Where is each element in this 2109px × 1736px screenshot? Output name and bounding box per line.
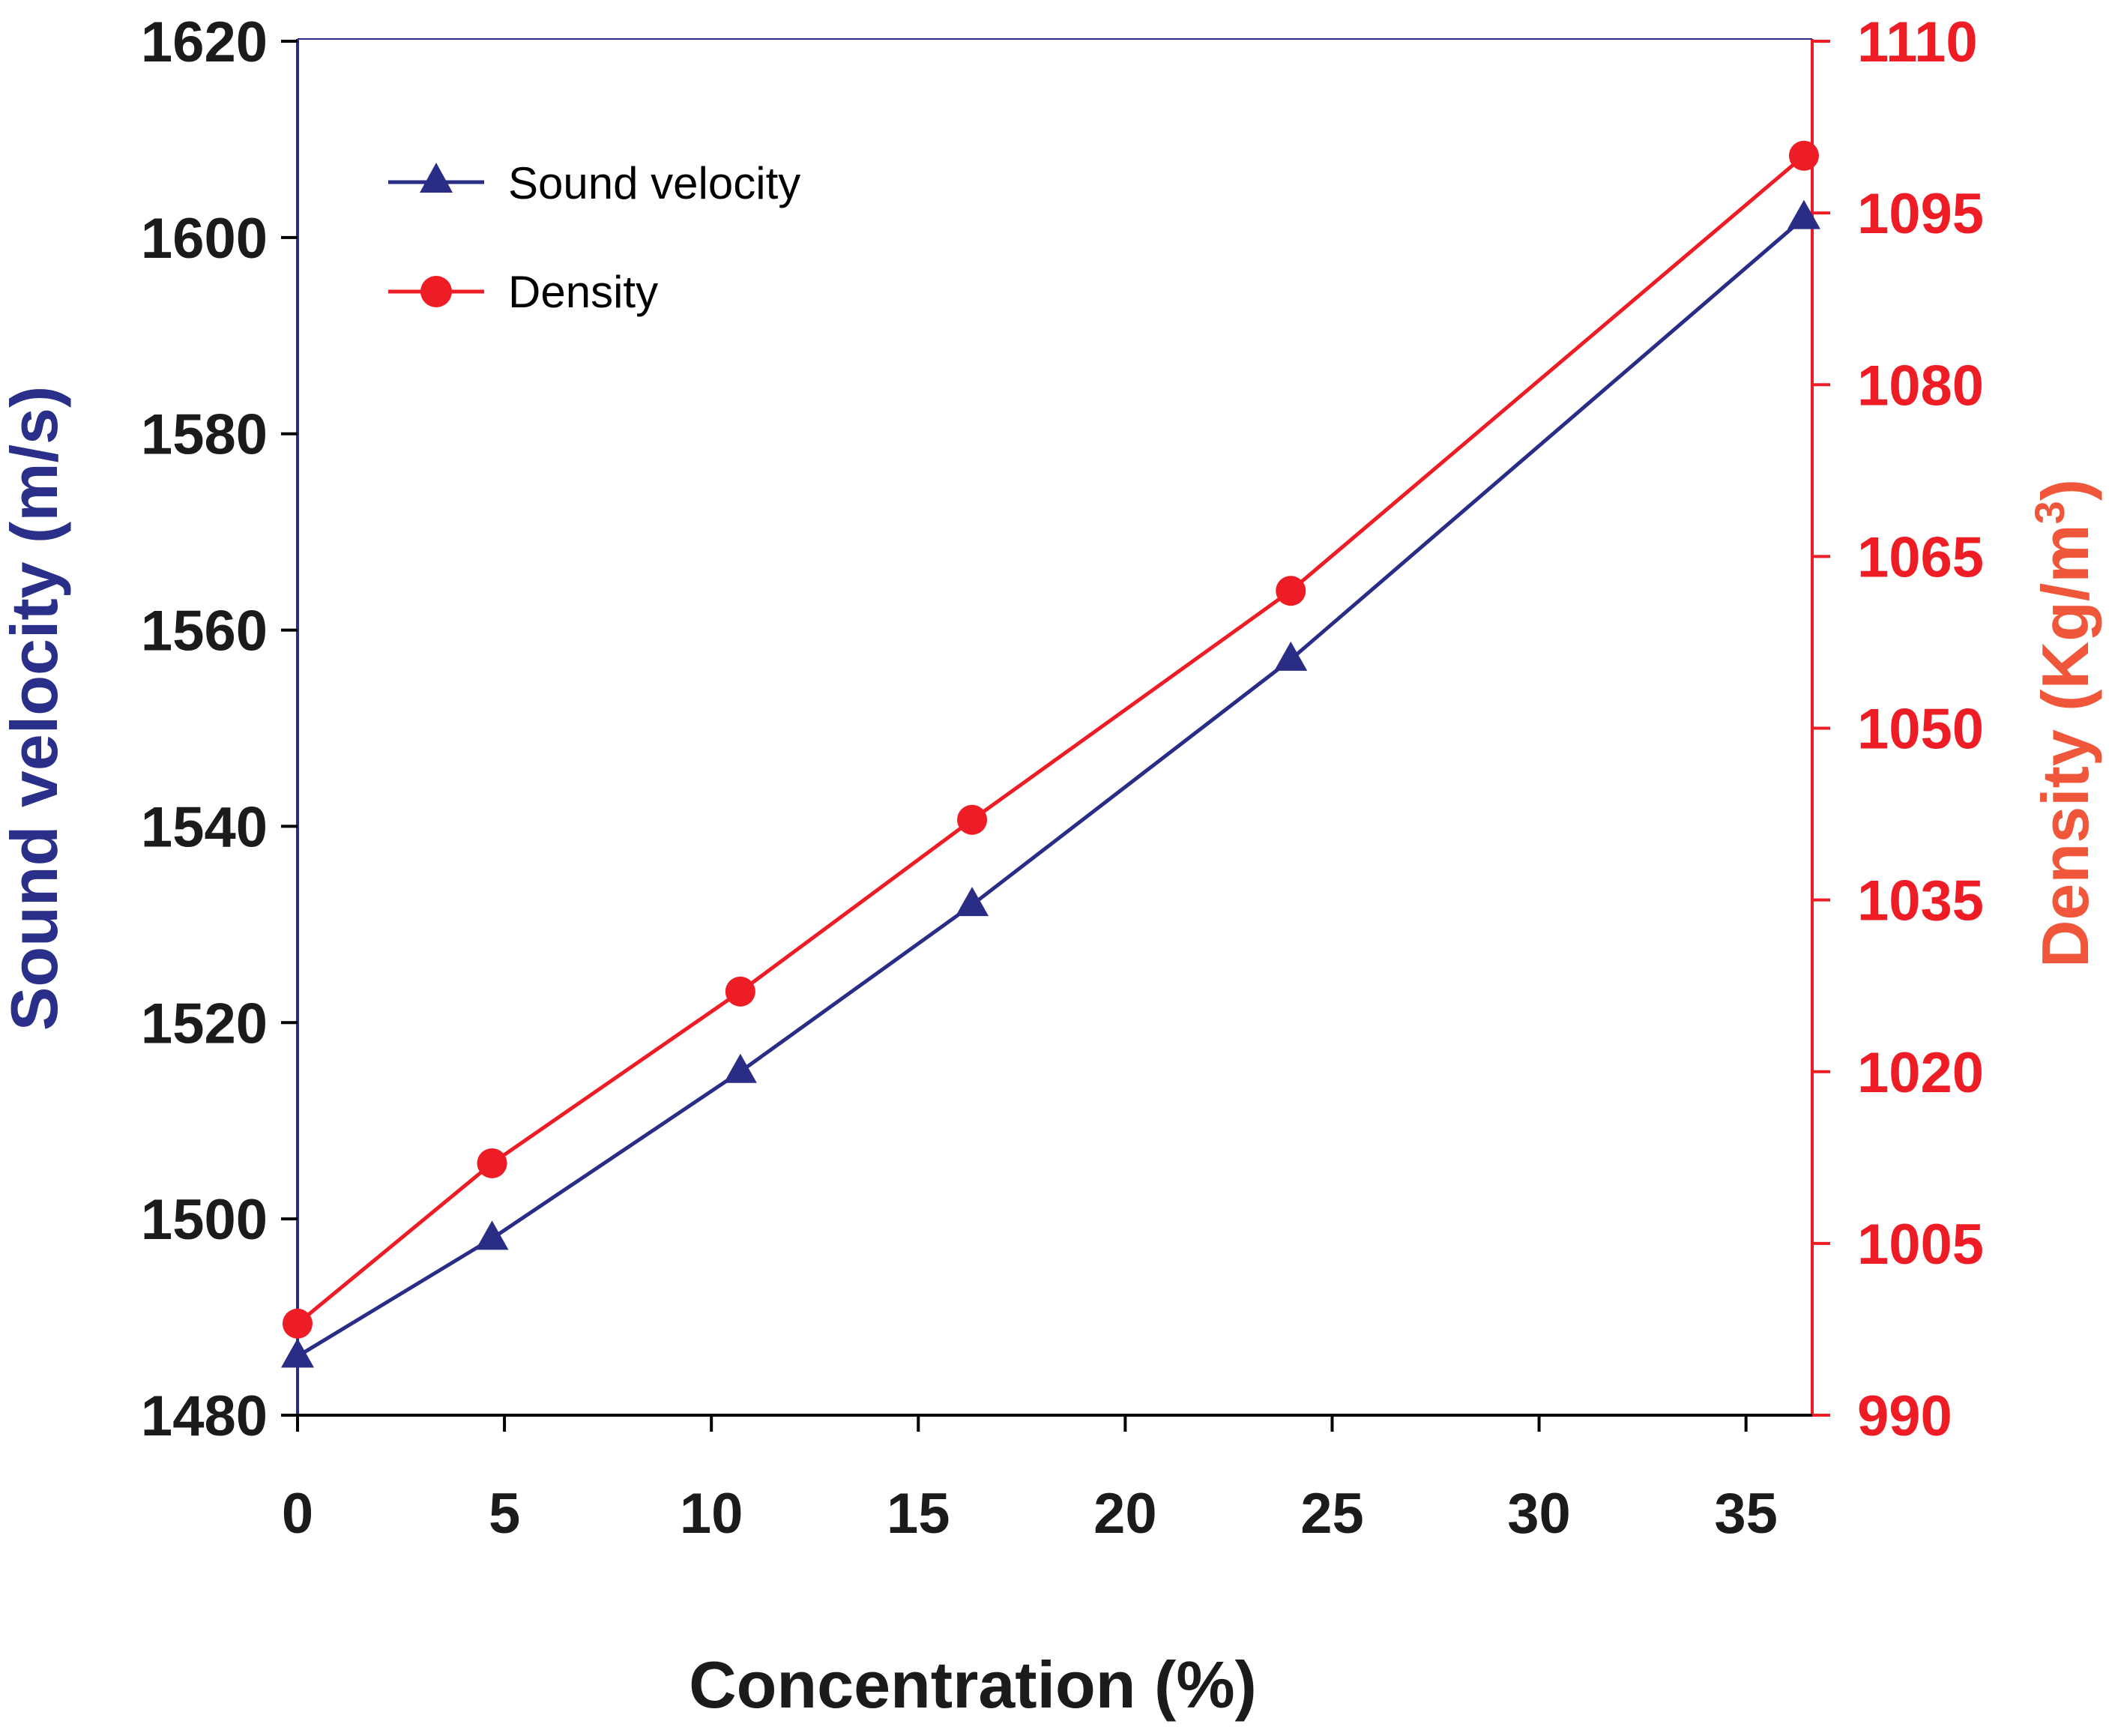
series-sound-velocity [281,199,1820,1368]
x-tick-label: 25 [1300,1482,1364,1546]
density-point [1276,576,1306,606]
left-tick-label: 1580 [141,403,268,467]
density-point [477,1148,507,1178]
right-axis-title: Density (Kg/m3) [2026,479,2102,968]
right-tick-label: 1005 [1857,1213,1984,1277]
x-tick-label: 20 [1093,1482,1157,1546]
right-axis-title-main: Density (Kg/m [2028,524,2102,968]
velocity-point [475,1220,509,1250]
left-tick-label: 1520 [141,992,268,1055]
right-tick-label: 1080 [1857,354,1984,418]
left-axis-title: Sound velocity (m/s) [0,386,71,1031]
axis-titles: Concentration (%) Sound velocity (m/s) D… [0,386,2102,1722]
velocity-point [1787,199,1820,229]
right-tick-label: 1095 [1857,182,1984,246]
left-tick-label: 1560 [141,600,268,663]
axes: 1480150015201540156015801600162099010051… [141,10,1984,1546]
series-density [283,140,1819,1339]
density-point [725,976,755,1007]
right-tick-label: 1065 [1857,525,1984,589]
density-point [957,804,988,835]
right-tick-label: 990 [1857,1384,1952,1448]
x-tick-label: 35 [1714,1482,1778,1546]
velocity-point [281,1338,314,1368]
velocity-point [956,887,989,917]
legend-density-marker [420,276,452,307]
velocity-point [1274,641,1308,671]
right-axis-title-superscript: 3 [2026,501,2073,524]
x-tick-label: 5 [489,1482,520,1546]
left-tick-label: 1480 [141,1384,268,1448]
left-tick-label: 1620 [141,10,268,74]
x-axis-title: Concentration (%) [689,1648,1257,1722]
series-layer [281,140,1820,1368]
left-tick-label: 1500 [141,1188,268,1252]
x-tick-label: 30 [1507,1482,1571,1546]
x-tick-label: 10 [680,1482,743,1546]
density-point [283,1308,313,1339]
right-tick-label: 1020 [1857,1041,1984,1105]
x-tick-label: 0 [282,1482,313,1546]
legend: Sound velocity Density [388,158,800,317]
legend-density-label: Density [508,267,658,317]
legend-velocity-label: Sound velocity [508,158,800,208]
right-tick-label: 1035 [1857,869,1984,933]
left-tick-label: 1600 [141,207,268,271]
left-tick-label: 1540 [141,795,268,859]
velocity-line [296,216,1805,1358]
density-line [296,154,1805,1325]
right-tick-label: 1110 [1857,10,1978,74]
velocity-point [723,1053,757,1083]
right-axis-title-suffix: ) [2028,479,2102,501]
x-tick-label: 15 [887,1482,950,1546]
right-tick-label: 1050 [1857,698,1984,762]
legend-velocity-marker [420,163,453,193]
density-point [1788,140,1819,171]
